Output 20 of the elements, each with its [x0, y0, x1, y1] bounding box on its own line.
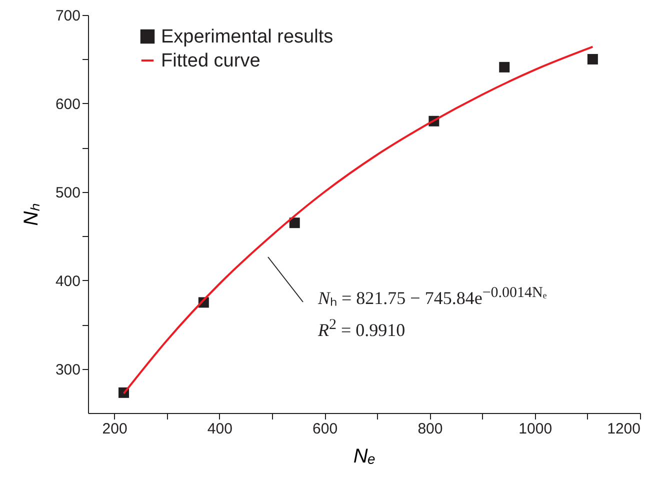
point — [587, 54, 598, 64]
annotation: Nₕ = 821.75 − 745.84e$^{−0.0014Nₑ}$ — [318, 284, 547, 310]
y-tick-label: 500 — [55, 184, 80, 202]
x-tick-label: 200 — [102, 420, 128, 438]
y-tick-label: 600 — [55, 96, 80, 113]
point — [289, 218, 300, 228]
y-axis-title: Nₕ — [20, 203, 42, 226]
x-tick-label: 600 — [312, 420, 338, 438]
point — [499, 62, 510, 72]
x-tick-label: 800 — [418, 420, 443, 438]
legend-label: Experimental results — [161, 26, 334, 48]
legend-label: Fitted curve — [161, 50, 260, 72]
y-tick-label: 300 — [55, 361, 80, 378]
y-tick-label: 700 — [55, 8, 80, 24]
y-tick-label: 400 — [55, 272, 80, 290]
x-tick-label: 400 — [207, 420, 232, 438]
annotation: R$^{2}$ = 0.9910 — [318, 316, 406, 342]
x-tick-label: 1000 — [518, 420, 552, 438]
x-axis-title: Nₑ — [353, 446, 376, 468]
x-tick-label: 1200 — [607, 420, 640, 438]
